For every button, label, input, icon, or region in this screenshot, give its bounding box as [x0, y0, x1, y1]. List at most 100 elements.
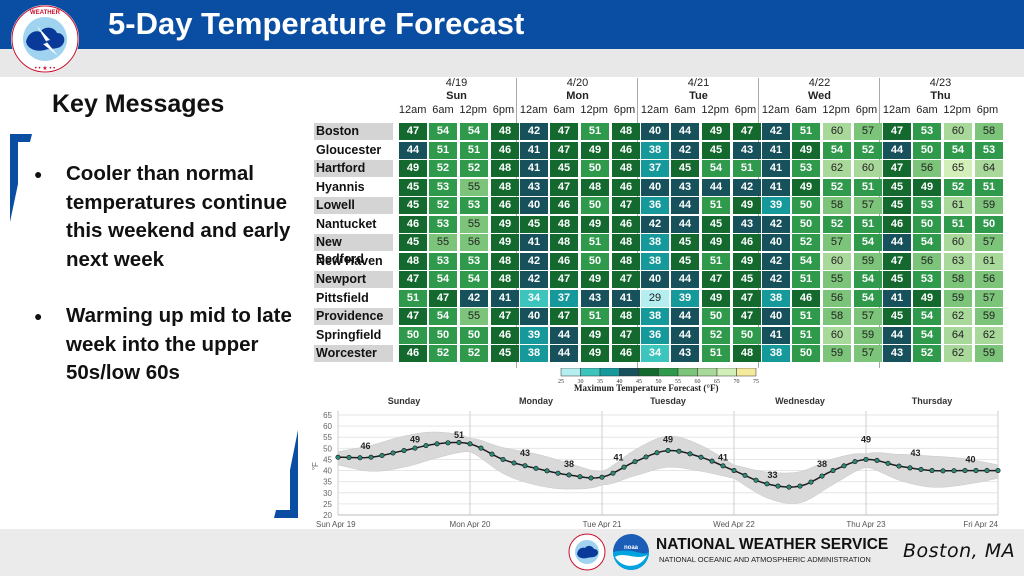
temperature-cell: 50: [460, 326, 488, 344]
data-label: 43: [910, 448, 920, 458]
city-name: Springfield: [316, 327, 382, 342]
temperature-cell: 51: [581, 234, 609, 251]
temperature-cell: 48: [550, 215, 578, 233]
temperature-cell: 60: [823, 123, 851, 140]
temperature-cell: 59: [944, 289, 972, 307]
temperature-cell: 54: [913, 326, 941, 344]
temperature-cell: 49: [792, 178, 820, 196]
colorbar-swatch: [716, 368, 737, 377]
temperature-cell: 57: [854, 123, 882, 140]
temperature-cell: 46: [792, 289, 820, 307]
temperature-cell: 43: [733, 215, 761, 233]
data-point: [335, 454, 341, 460]
data-point: [698, 454, 704, 460]
data-point: [632, 459, 638, 465]
temperature-cell: 51: [702, 345, 730, 362]
temperature-cell: 53: [429, 215, 457, 233]
temperature-cell: 54: [460, 271, 488, 288]
temperature-cell: 61: [975, 252, 1003, 270]
temperature-cell: 44: [671, 197, 699, 214]
temperature-cell: 62: [823, 160, 851, 177]
temperature-cell: 54: [854, 289, 882, 307]
colorbar-tick-label: 75: [753, 379, 759, 384]
x-day-label: Wednesday: [775, 396, 825, 406]
data-label: 49: [663, 435, 673, 445]
y-tick-label: 25: [323, 500, 332, 509]
y-tick-label: 60: [323, 422, 332, 431]
temperature-cell: 41: [762, 178, 790, 196]
key-messages-title: Key Messages: [52, 90, 225, 118]
temperature-cell: 47: [550, 178, 578, 196]
temperature-cell: 46: [612, 141, 640, 159]
temperature-cell: 61: [944, 197, 972, 214]
hour-label: 12pm: [701, 104, 729, 116]
data-point: [907, 465, 913, 471]
temperature-line-chart: 20 25 30 35 40 45 50 55 60 65 °F Sun Apr 19 Mon Apr …: [312, 396, 1001, 528]
temperature-cell: 50: [733, 326, 761, 344]
temperature-cell: 51: [581, 123, 609, 140]
colorbar-label: Maximum Temperature Forecast (°F): [574, 383, 719, 393]
temperature-cell: 43: [581, 289, 609, 307]
temperature-cell: 58: [823, 197, 851, 214]
table-row: Hartford: [314, 160, 393, 178]
temperature-cell: 45: [702, 215, 730, 233]
temperature-cell: 56: [975, 271, 1003, 288]
temperature-cell: 41: [762, 141, 790, 159]
temperature-cell: 40: [641, 178, 669, 196]
table-row: Gloucester: [314, 142, 393, 160]
temperature-cell: 56: [913, 252, 941, 270]
temperature-cell: 54: [944, 141, 972, 159]
data-point: [973, 468, 979, 474]
temperature-cell: 51: [702, 252, 730, 270]
temperature-cell: 54: [913, 308, 941, 325]
temperature-cell: 44: [550, 326, 578, 344]
temperature-cell: 42: [520, 271, 548, 288]
temperature-cell: 49: [733, 252, 761, 270]
temperature-cell: 60: [944, 123, 972, 140]
temperature-cell: 59: [975, 197, 1003, 214]
temperature-cell: 46: [491, 141, 519, 159]
temperature-cell: 57: [975, 289, 1003, 307]
temperature-cell: 40: [520, 308, 548, 325]
temperature-cell: 38: [762, 289, 790, 307]
temperature-cell: 55: [823, 271, 851, 288]
temperature-cell: 48: [733, 345, 761, 362]
temperature-cell: 56: [823, 289, 851, 307]
temperature-cell: 52: [854, 141, 882, 159]
data-point: [445, 440, 451, 446]
data-point: [775, 483, 781, 489]
temperature-cell: 54: [823, 141, 851, 159]
temperature-cell: 60: [823, 252, 851, 270]
temperature-cell: 39: [762, 197, 790, 214]
temperature-cell: 45: [883, 197, 911, 214]
temperature-cell: 48: [581, 178, 609, 196]
temperature-cell: 40: [641, 271, 669, 288]
temperature-cell: 52: [429, 160, 457, 177]
data-point: [918, 466, 924, 472]
table-row: New Haven: [314, 253, 393, 271]
city-name: Newport: [314, 271, 393, 288]
temperature-cell: 40: [762, 234, 790, 251]
temperature-cell: 52: [913, 345, 941, 362]
temperature-cell: 54: [460, 123, 488, 140]
temperature-cell: 50: [429, 326, 457, 344]
data-point: [742, 472, 748, 478]
temperature-cell: 44: [671, 326, 699, 344]
temperature-cell: 49: [491, 215, 519, 233]
temperature-cell: 52: [429, 197, 457, 214]
data-label: 38: [817, 459, 827, 469]
data-point: [654, 450, 660, 456]
temperature-cell: 65: [944, 160, 972, 177]
day-weekday: Wed: [807, 90, 832, 102]
temperature-cell: 53: [913, 123, 941, 140]
data-point: [676, 448, 682, 454]
temperature-cell: 49: [581, 271, 609, 288]
temperature-cell: 43: [671, 178, 699, 196]
city-name: Pittsfield: [316, 290, 369, 305]
nws-footer-logo-icon: [568, 533, 606, 571]
hour-label: 6pm: [492, 104, 515, 116]
temperature-cell: 36: [641, 197, 669, 214]
hour-label: 12am: [640, 104, 669, 116]
temperature-cell: 50: [702, 308, 730, 325]
temperature-cell: 51: [792, 308, 820, 325]
